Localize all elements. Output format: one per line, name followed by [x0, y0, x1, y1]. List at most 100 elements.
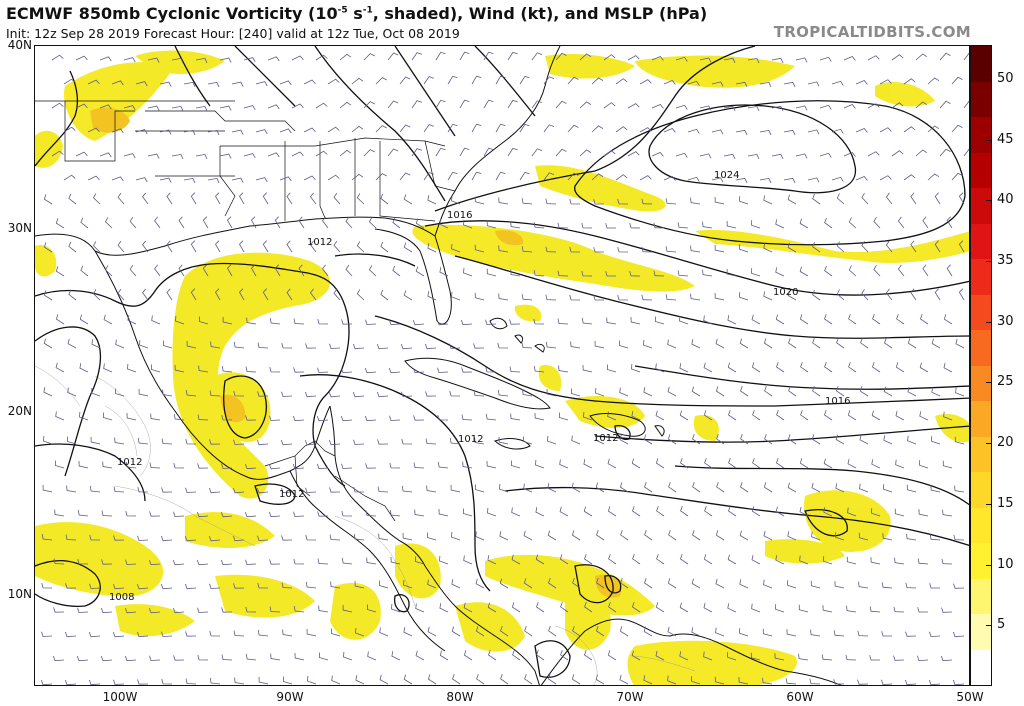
colorbar-tick-label: 5: [997, 617, 1006, 633]
wind-barb: [368, 217, 377, 229]
wind-barb: [329, 439, 341, 446]
wind-barb: [929, 534, 941, 541]
wind-barb: [906, 533, 917, 541]
wind-barb: [543, 172, 555, 181]
wind-barb: [298, 216, 305, 229]
wind-barb: [595, 435, 605, 445]
wind-barb: [893, 606, 905, 613]
wind-barb: [196, 559, 209, 566]
wind-barb: [363, 149, 375, 157]
wind-barb: [125, 511, 137, 517]
colorbar-tick-label: 15: [997, 495, 1014, 511]
wind-barb: [227, 216, 233, 229]
wind-barb: [920, 314, 929, 325]
wind-barb: [402, 532, 413, 541]
wind-barb: [555, 100, 567, 109]
wind-barb: [859, 483, 869, 493]
wind-barb: [764, 386, 773, 397]
wind-barb: [679, 363, 689, 373]
map-panel[interactable]: 1024 1020 1016 1016 1012 1012 1012 1012 …: [34, 45, 970, 686]
wind-barb: [593, 295, 604, 301]
wind-barb: [474, 196, 485, 205]
colorbar-swatch: [971, 401, 991, 437]
wind-barb: [309, 288, 317, 301]
wind-barb: [954, 485, 965, 493]
wind-barb: [559, 459, 569, 469]
wind-barb: [207, 81, 220, 88]
wind-barb: [716, 434, 725, 445]
wind-barb: [270, 653, 281, 661]
wind-barb: [269, 511, 281, 518]
wind-barb: [473, 390, 485, 397]
wind-barb: [656, 554, 665, 565]
wind-barb: [233, 342, 245, 349]
wind-barb: [93, 193, 101, 205]
wind-barb: [150, 413, 161, 421]
wind-barb: [463, 555, 473, 565]
wind-barb: [915, 149, 928, 157]
wind-barb: [534, 412, 545, 421]
wind-barb: [572, 578, 581, 589]
wind-barb: [439, 650, 449, 661]
wind-barb: [499, 531, 509, 541]
wind-barb: [579, 101, 592, 109]
wind-barb: [147, 153, 160, 159]
wind-barb: [274, 216, 281, 229]
wind-barb: [366, 604, 377, 613]
wind-barb: [93, 289, 101, 301]
wind-barb: [243, 57, 256, 63]
wind-barb: [812, 386, 821, 397]
wind-barb: [762, 677, 773, 685]
wind-barb: [759, 81, 772, 88]
wind-barb: [667, 434, 677, 445]
wind-barb: [333, 192, 341, 205]
wind-barb: [220, 511, 233, 518]
wind-barb: [581, 270, 593, 277]
lon-label-50w: 50W: [956, 690, 984, 704]
wind-barb: [142, 288, 149, 301]
wind-barb: [473, 343, 485, 349]
wind-barb: [885, 192, 893, 205]
wind-barb: [885, 240, 893, 253]
wind-barb: [927, 173, 940, 181]
wind-barb: [795, 153, 808, 159]
wind-barb: [641, 246, 653, 253]
isobars: [35, 46, 969, 678]
wind-barb: [934, 192, 941, 205]
wind-barb: [739, 196, 749, 205]
wind-barb: [227, 264, 233, 277]
wind-barb: [262, 288, 269, 301]
wind-barb: [173, 463, 185, 469]
wind-barb: [500, 673, 509, 685]
wind-barb: [510, 221, 521, 229]
wind-barb: [547, 530, 557, 541]
wind-barb: [486, 220, 497, 229]
wind-barb: [774, 653, 785, 661]
colorbar-tick-mark: [986, 625, 992, 627]
wind-barb: [618, 340, 629, 349]
wind-barb: [881, 582, 893, 589]
wind-barb: [905, 679, 917, 685]
wind-barb: [582, 364, 593, 373]
wind-barb: [89, 535, 101, 541]
lat-label-20n: 20N: [7, 404, 32, 418]
wind-barb: [764, 434, 773, 445]
wind-barb: [55, 362, 65, 373]
wind-barb: [483, 147, 494, 157]
wind-barb: [328, 391, 341, 398]
wind-barb: [928, 679, 941, 685]
wind-barb: [321, 216, 329, 229]
wind-barb: [292, 463, 305, 470]
wind-barb: [559, 506, 569, 517]
wind-barb: [327, 126, 340, 133]
wind-barb: [79, 411, 89, 421]
wind-barb: [351, 77, 364, 85]
wind-barb: [129, 264, 137, 277]
wind-barb: [775, 267, 785, 277]
wind-barb: [608, 554, 617, 565]
wind-barb: [667, 675, 677, 685]
wind-barb: [356, 241, 365, 253]
wind-barb: [917, 607, 928, 613]
wind-barb: [596, 577, 605, 589]
wind-barb: [704, 506, 713, 517]
